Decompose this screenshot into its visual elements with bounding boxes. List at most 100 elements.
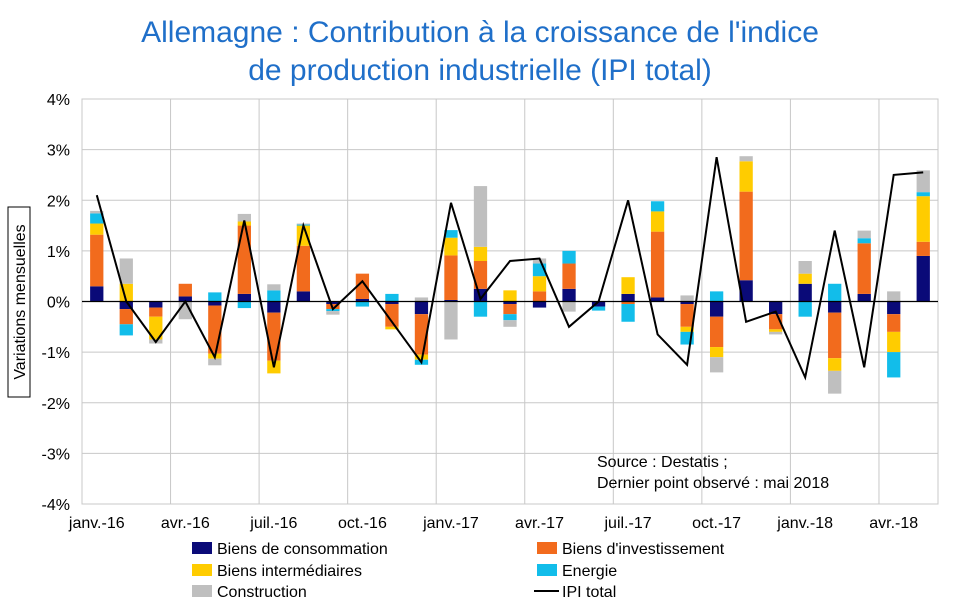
bar-segment [680,301,694,305]
bar-segment [532,276,547,292]
bar-segment [857,238,871,244]
bar-segment [414,301,429,315]
bar-segment [444,237,458,256]
y-tick-label: 2% [47,193,70,210]
bar-segment [503,304,517,315]
bar-segment [473,186,488,247]
bar-segment [709,316,724,348]
bar-segment [562,301,576,312]
legend-swatch [537,542,557,554]
legend-label: Construction [217,584,307,601]
bar-segment [119,309,133,325]
bar-segment [355,273,370,299]
bar-segment [414,297,429,302]
bar-segment [887,301,901,315]
bar-segment [503,314,517,321]
bar-segment [149,307,163,317]
bar-segment [680,304,694,327]
bar-segment [355,298,370,302]
y-tick-label: -3% [42,446,70,463]
bar-segment [828,283,842,302]
bar-segment [503,320,517,327]
bar-segment [769,329,783,332]
bar-segment [532,291,547,302]
bar-segment [208,301,222,306]
bar-segment [296,245,311,292]
bar-segment [887,291,901,302]
bar-segment [355,301,370,307]
bar-segment [857,293,871,302]
bar-segment [119,324,133,336]
y-tick-label: 1% [47,244,70,261]
legend-swatch [537,564,557,576]
bar-segment [444,301,458,340]
bar-segment [237,213,251,222]
bar-segment [739,191,753,281]
bar-segment [90,213,104,224]
legend-item: Biens d'investissement [537,541,725,558]
bar-segment [798,283,812,302]
legend-label: Energie [562,563,617,580]
legend: Biens de consommation Biens d'investissem… [192,541,725,601]
y-tick-label: 4% [47,92,70,109]
bar-segment [650,211,665,232]
bar-segment [798,261,812,274]
bar-segment [90,210,104,214]
bar-segment [916,196,930,242]
bar-segment [149,316,163,340]
legend-item: Biens de consommation [192,541,388,558]
x-axis: janv.-16 avr.-16 juil.-16 oct.-16 janv.-17 av… [68,515,918,532]
bar-segment [621,301,635,305]
bar-segment [739,280,753,302]
ipi-total-line [95,157,924,381]
x-tick-label: janv.-18 [776,515,833,532]
bar-segment [591,306,606,311]
bar-segment [532,301,547,308]
bar-segment [887,314,901,332]
x-tick-label: avr.-17 [515,515,564,532]
y-tick-label: -4% [42,497,70,514]
bar-segment [326,311,340,315]
legend-swatch [192,564,212,576]
bar-segment [621,304,635,322]
bar-segment [769,331,783,335]
bar-segment [916,255,930,302]
bar-segment [650,201,665,212]
x-tick-label: juil.-16 [249,515,297,532]
y-axis-title: Variations mensuelles [7,206,31,398]
bar-segment [828,358,842,371]
bar-segment [769,301,783,315]
bar-segment [828,370,842,394]
x-tick-label: juil.-17 [603,515,651,532]
bar-segment [857,243,871,294]
x-tick-label: janv.-17 [422,515,479,532]
bar-segment [267,301,281,313]
bar-segment [680,295,694,302]
bar-segment [119,301,133,310]
legend-swatch [192,585,212,597]
bar-segment [709,357,724,373]
legend-label: IPI total [562,584,616,601]
legend-swatch [192,542,212,554]
bar-segment [503,290,517,302]
y-tick-label: -1% [42,345,70,362]
bar-segment [267,312,281,361]
x-tick-label: oct.-17 [692,515,741,532]
bar-segment [178,296,192,302]
bar-segment [149,301,163,308]
bar-segment [385,326,399,330]
chart-title: Allemagne : Contribution à la croissance… [0,14,960,90]
bar-segment [562,263,576,289]
bar-segment [798,301,812,317]
bar-segment [326,301,340,305]
bar-segment [621,293,635,302]
bar-segment [739,161,753,192]
bar-segment [739,156,753,162]
source-line1: Source : Destatis ; [597,454,728,471]
bar-segment [857,230,871,239]
bar-segment [237,225,251,294]
bar-segment [237,301,251,309]
bar-segment [385,304,399,327]
legend-item: Construction [192,584,307,601]
